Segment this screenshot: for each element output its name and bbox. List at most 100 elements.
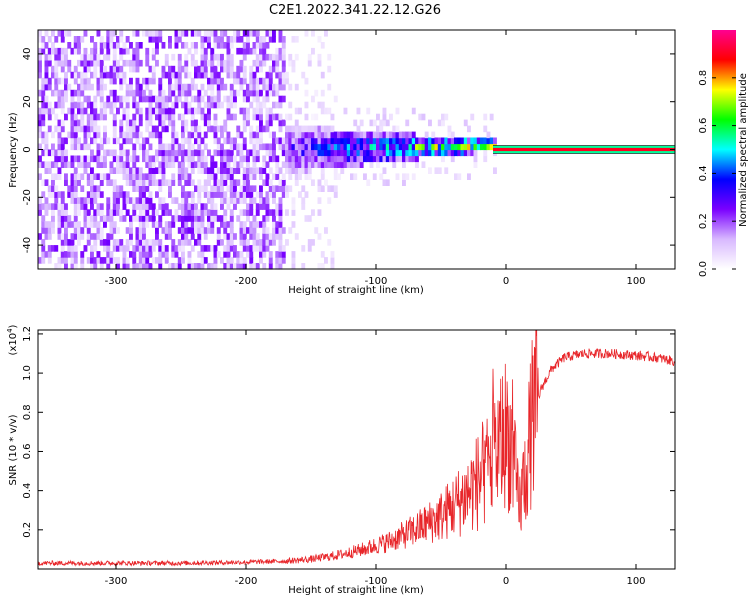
heat-cell	[116, 155, 120, 163]
heat-cell	[67, 65, 72, 73]
x-tick-label: -300	[105, 576, 128, 587]
heat-cell	[164, 233, 169, 240]
heat-cell	[268, 131, 273, 139]
heat-cell	[77, 179, 81, 186]
heat-cell	[190, 125, 195, 133]
heat-cell	[47, 83, 52, 91]
heat-cell	[242, 257, 247, 264]
heat-cell	[138, 239, 143, 246]
heat-cell	[129, 83, 133, 91]
heat-cell	[226, 263, 231, 270]
heat-cell	[249, 30, 254, 37]
heat-cell	[262, 47, 267, 55]
heat-cell	[418, 143, 423, 151]
heat-cell	[190, 149, 195, 157]
heat-cell	[51, 71, 55, 79]
heat-cell	[216, 239, 221, 246]
heat-cell	[83, 125, 88, 133]
heat-cell	[184, 30, 189, 37]
heat-cell	[106, 245, 111, 252]
heat-cell	[151, 245, 156, 252]
heat-cell	[171, 263, 176, 270]
heat-cell	[343, 131, 348, 139]
heat-cell	[242, 221, 247, 228]
heat-cell	[145, 30, 150, 37]
heat-cell	[272, 131, 276, 139]
heat-cell	[392, 155, 397, 163]
heat-cell	[132, 59, 137, 67]
heat-cell	[132, 185, 137, 192]
heat-cell	[304, 191, 309, 198]
heat-cell	[125, 173, 130, 180]
heat-cell	[73, 42, 78, 49]
heat-cell	[278, 233, 283, 240]
heat-cell	[210, 77, 215, 85]
heat-cell	[389, 137, 393, 145]
heat-cell	[294, 155, 299, 163]
heat-cell	[213, 36, 218, 43]
heat-cell	[220, 77, 224, 85]
heat-cell	[64, 251, 68, 258]
heat-cell	[194, 47, 198, 55]
heat-cell	[226, 36, 231, 43]
heat-cell	[125, 209, 130, 216]
heat-cell	[135, 215, 140, 222]
heat-cell	[177, 167, 182, 174]
heat-cell	[125, 263, 130, 270]
heat-cell	[278, 167, 283, 174]
heat-cell	[190, 233, 195, 240]
heat-cell	[57, 95, 62, 103]
heat-cell	[103, 65, 107, 73]
heat-cell	[220, 36, 224, 43]
heat-cell	[229, 245, 234, 252]
heat-cell	[207, 42, 211, 49]
heat-cell	[67, 191, 72, 198]
heat-cell	[177, 83, 182, 91]
heat-cell	[268, 179, 273, 186]
heat-cell	[51, 173, 55, 180]
heat-cell	[220, 59, 224, 67]
heat-cell	[93, 215, 98, 222]
heat-cell	[278, 125, 283, 133]
heat-cell	[60, 257, 65, 264]
heat-cell	[395, 125, 400, 133]
heat-cell	[278, 101, 283, 109]
heat-cell	[125, 149, 130, 157]
heat-cell	[129, 233, 133, 240]
heat-cell	[327, 83, 332, 91]
heat-cell	[109, 71, 114, 79]
heat-cell	[242, 167, 247, 174]
heat-cell	[96, 173, 101, 180]
heat-cell	[213, 161, 218, 168]
heat-cell	[259, 245, 263, 252]
heat-cell	[187, 239, 192, 246]
heat-cell	[122, 77, 127, 85]
heat-cell	[86, 197, 91, 204]
heat-cell	[190, 83, 195, 91]
heat-cell	[90, 203, 94, 210]
heat-cell	[184, 227, 189, 234]
heat-cell	[70, 89, 75, 97]
heat-cell	[197, 71, 202, 79]
heat-cell	[129, 179, 133, 186]
heat-cell	[119, 143, 124, 151]
heat-cell	[70, 197, 75, 204]
heat-cell	[171, 155, 176, 163]
heat-cell	[285, 185, 289, 192]
heat-cell	[135, 227, 140, 234]
heat-cell	[142, 95, 146, 103]
heat-cell	[486, 131, 491, 139]
heat-cell	[96, 257, 101, 264]
heat-cell	[187, 251, 192, 258]
heat-cell	[298, 107, 302, 115]
heat-cell	[268, 251, 273, 258]
heat-cell	[242, 71, 247, 79]
heat-cell	[145, 137, 150, 145]
heat-cell	[70, 257, 75, 264]
heat-cell	[268, 209, 273, 216]
heat-cell	[181, 149, 185, 157]
heat-cell	[350, 149, 354, 157]
heat-cell	[350, 155, 354, 163]
heat-cell	[155, 155, 159, 163]
